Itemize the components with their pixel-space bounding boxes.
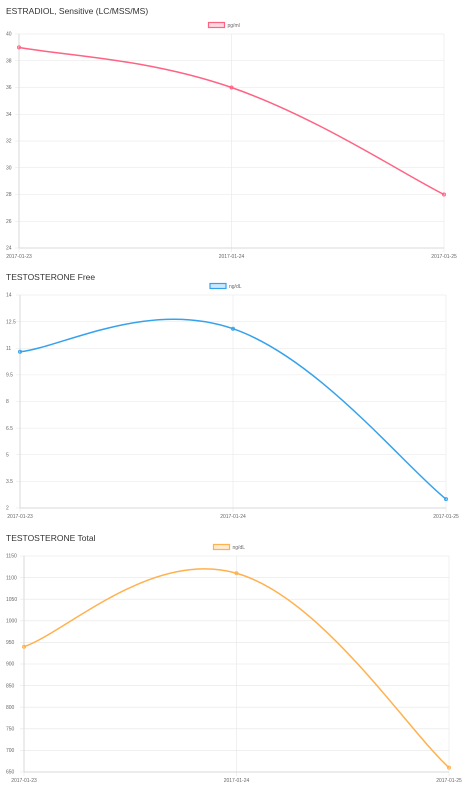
y-tick-label: 1000 (6, 619, 17, 625)
x-tick-label: 2017-01-25 (433, 514, 459, 520)
chart-title: TESTOSTERONE Free (6, 272, 96, 282)
y-tick-label: 950 (6, 640, 15, 646)
data-point (17, 349, 22, 354)
legend-label: ng/dL (233, 545, 246, 551)
data-point (229, 85, 234, 90)
x-tick-label: 2017-01-23 (7, 514, 33, 520)
x-tick-label: 2017-01-24 (224, 778, 250, 784)
y-tick-label: 11 (6, 346, 11, 352)
legend-swatch (212, 543, 231, 551)
y-tick-label: 34 (6, 112, 12, 118)
testosterone-free-line-chart: 2 3.5 5 6.5 8 9.5 11 12.5 14 2017-01-23 2017-01-24… (6, 282, 459, 520)
x-tick-label: 2017-01-23 (6, 254, 32, 260)
y-tick-label: 30 (6, 165, 12, 171)
y-tick-label: 8 (6, 399, 9, 405)
data-point (21, 644, 26, 649)
data-point (446, 765, 451, 770)
testosterone-total-line-chart: 650 700 750 800 850 900 950 1000 1050 1100 1150 201… (6, 543, 462, 784)
data-point (234, 571, 239, 576)
x-tick-label: 2017-01-25 (431, 254, 457, 260)
y-tick-label: 9.5 (6, 373, 13, 379)
y-tick-label: 40 (6, 32, 12, 38)
y-tick-label: 850 (6, 683, 15, 689)
x-tick-label: 2017-01-24 (220, 514, 246, 520)
y-tick-label: 1050 (6, 597, 17, 603)
x-tick-label: 2017-01-25 (436, 778, 462, 784)
y-tick-label: 650 (6, 770, 15, 776)
legend-swatch (207, 21, 226, 29)
chart-panel-testosterone-free: TESTOSTERONE Free 2 3.5 5 6.5 8 9.5 11 12.5 14 20… (0, 266, 470, 532)
estradiol-line-chart: 24 26 28 30 32 34 36 38 40 2017-01-23 2017-01-24 20… (6, 21, 457, 260)
y-tick-label: 2 (6, 506, 9, 512)
data-point (443, 497, 448, 502)
legend-swatch (209, 282, 227, 290)
y-tick-label: 14 (6, 293, 12, 299)
y-tick-label: 5 (6, 452, 9, 458)
y-tick-label: 800 (6, 705, 15, 711)
legend-label: ng/dL (229, 284, 242, 290)
data-point (16, 45, 21, 50)
y-tick-label: 6.5 (6, 426, 13, 432)
chart-panel-estradiol: ESTRADIOL, Sensitive (LC/MSS/MS) 24 26 28 3… (0, 0, 470, 266)
y-tick-label: 1100 (6, 575, 17, 581)
y-tick-label: 700 (6, 748, 15, 754)
y-tick-label: 3.5 (6, 479, 13, 485)
data-point (230, 326, 235, 331)
y-tick-label: 12.5 (6, 319, 16, 325)
chart-title: ESTRADIOL, Sensitive (LC/MSS/MS) (6, 6, 149, 16)
chart-title: TESTOSTERONE Total (6, 533, 96, 543)
y-tick-label: 32 (6, 139, 12, 145)
data-point (441, 192, 446, 197)
y-tick-label: 750 (6, 727, 15, 733)
legend-label: pg/ml (228, 23, 240, 29)
y-tick-label: 1150 (6, 554, 17, 560)
y-tick-label: 38 (6, 58, 12, 64)
x-tick-label: 2017-01-23 (11, 778, 37, 784)
y-tick-label: 900 (6, 662, 15, 668)
y-tick-label: 24 (6, 246, 12, 252)
y-tick-label: 28 (6, 192, 12, 198)
chart-panel-testosterone-total: TESTOSTERONE Total 650 700 750 800 850 900 950… (0, 527, 470, 793)
x-tick-label: 2017-01-24 (219, 254, 245, 260)
y-tick-label: 36 (6, 85, 12, 91)
y-tick-label: 26 (6, 219, 12, 225)
